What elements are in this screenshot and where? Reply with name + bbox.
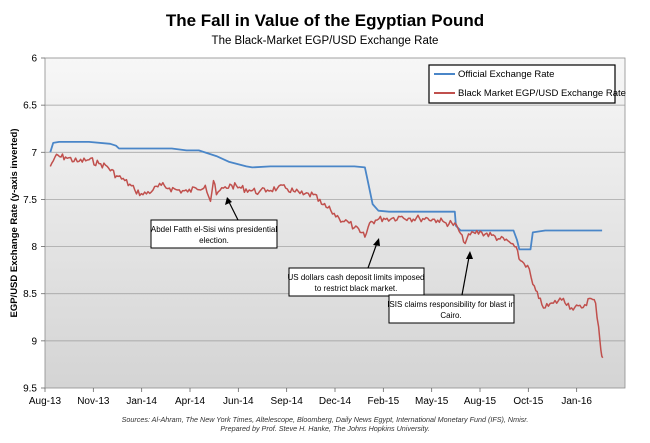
arrow-head-icon: [466, 251, 473, 259]
x-tick-label: May-15: [415, 396, 449, 407]
series-line-official: [49, 140, 603, 251]
annotation-cash-limits: US dollars cash deposit limits imposed t…: [288, 238, 425, 297]
y-tick-label: 6.5: [23, 101, 37, 112]
x-tick-label: Aug-13: [29, 396, 62, 407]
legend-label-official: Official Exchange Rate: [458, 69, 554, 80]
sources-note: Sources: Al-Ahram, The New York Times, A…: [122, 415, 529, 424]
y-tick-label: 7: [31, 148, 37, 159]
x-tick-label: Apr-14: [175, 396, 205, 407]
annotation-line-1: Abdel Fatth el-Sisi wins presidential: [151, 225, 278, 234]
annotation-line-2: Cairo.: [440, 311, 461, 320]
x-tick-label: Jan-16: [561, 396, 592, 407]
y-tick-label: 6: [31, 54, 37, 65]
annotation-line-1: US dollars cash deposit limits imposed: [288, 273, 425, 282]
annotation-line-2: to restrict black market.: [315, 284, 398, 293]
y-axis-ticks: 6 6.5 7 7.5 8 8.5 9 9.5: [23, 54, 45, 395]
legend-box: [428, 64, 616, 104]
legend: Official Exchange Rate Black Market EGP/…: [428, 64, 626, 104]
y-tick-label: 8.5: [23, 289, 37, 300]
plot-area: [44, 57, 626, 389]
x-axis-ticks: Aug-13 Nov-13 Jan-14 Apr-14 Jun-14 Sep-14 Dec-…: [29, 388, 592, 407]
y-tick-label: 9.5: [23, 384, 37, 395]
chart-subtitle: The Black-Market EGP/USD Exchange Rate: [212, 35, 439, 47]
chart-title: The Fall in Value of the Egyptian Pound: [166, 11, 484, 30]
x-tick-label: Oct-15: [513, 396, 543, 407]
legend-label-black-market: Black Market EGP/USD Exchange Rate: [458, 88, 626, 99]
prepared-by-note: Prepared by Prof. Steve H. Hanke, The Jo…: [220, 424, 429, 433]
annotation-line-1: ISIS claims responsibility for blast in: [387, 300, 515, 309]
annotation-box: [288, 267, 425, 297]
y-axis-label: EGP/USD Exchange Rate (y-axis inverted): [9, 128, 20, 317]
annotation-arrow: [367, 242, 378, 269]
y-tick-label: 9: [31, 336, 37, 347]
y-tick-label: 7.5: [23, 195, 37, 206]
annotation-arrow: [461, 256, 470, 296]
annotation-box: [388, 294, 515, 324]
annotation-arrow: [228, 201, 239, 221]
annotation-isis-blast: ISIS claims responsibility for blast in …: [387, 251, 515, 324]
arrow-head-icon: [225, 197, 232, 205]
x-tick-label: Jan-14: [126, 396, 157, 407]
series-layer: [49, 140, 604, 359]
annotation-line-2: election.: [199, 236, 229, 245]
x-tick-label: Sep-14: [271, 396, 304, 407]
annotation-box: [150, 219, 278, 249]
arrow-head-icon: [373, 238, 380, 246]
x-tick-label: Dec-14: [319, 396, 352, 407]
x-tick-label: Jun-14: [223, 396, 254, 407]
x-tick-label: Nov-13: [77, 396, 110, 407]
x-tick-label: Feb-15: [367, 396, 399, 407]
series-line-black-market: [49, 153, 604, 359]
y-tick-label: 8: [31, 242, 37, 253]
x-tick-label: Aug-15: [464, 396, 497, 407]
annotation-sisi-election: Abdel Fatth el-Sisi wins presidential el…: [150, 197, 278, 249]
